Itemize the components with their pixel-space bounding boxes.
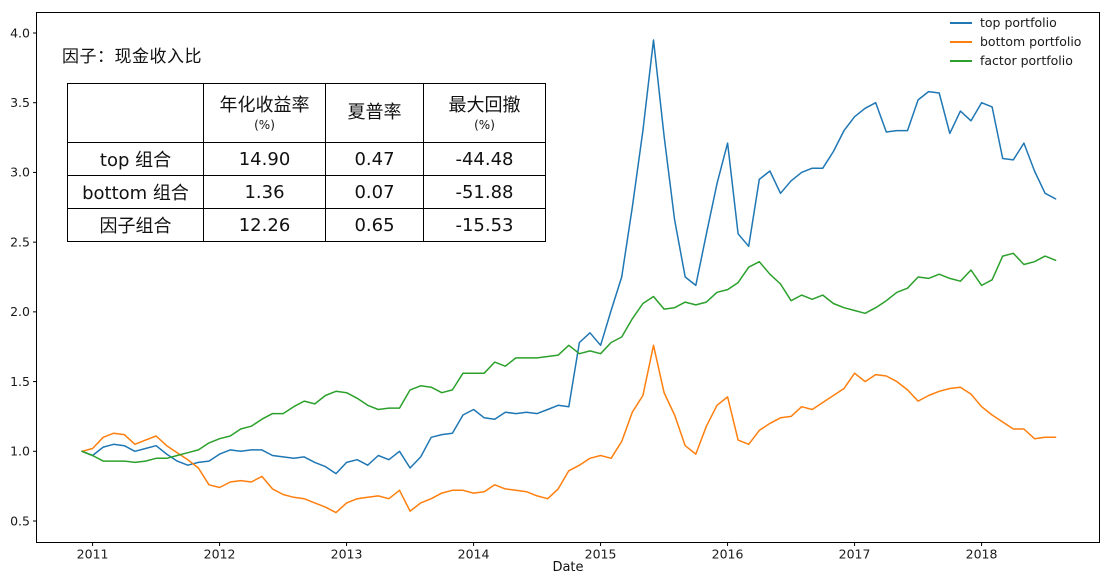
- svg-text:2012: 2012: [204, 547, 236, 562]
- cell-annual-return: 1.36: [203, 175, 326, 209]
- svg-text:2017: 2017: [839, 547, 871, 562]
- legend: top portfolio bottom portfolio factor po…: [950, 13, 1081, 70]
- row-label: bottom 组合: [67, 175, 204, 209]
- row-label: 因子组合: [67, 208, 204, 242]
- svg-text:2014: 2014: [458, 547, 490, 562]
- legend-line-swatch-orange: [950, 40, 972, 43]
- x-axis-label: Date: [552, 560, 584, 575]
- legend-item-bottom-portfolio: bottom portfolio: [950, 32, 1081, 51]
- cell-sharpe: 0.07: [325, 175, 424, 209]
- cell-sharpe: 0.65: [325, 208, 424, 242]
- svg-text:3.0: 3.0: [10, 165, 30, 180]
- cell-max-drawdown: -15.53: [423, 208, 546, 242]
- legend-item-top-portfolio: top portfolio: [950, 13, 1081, 32]
- cell-annual-return: 12.26: [203, 208, 326, 242]
- svg-text:1.0: 1.0: [10, 444, 30, 459]
- cell-max-drawdown: -51.88: [423, 175, 546, 209]
- stats-corner-cell: [67, 83, 204, 143]
- svg-text:2015: 2015: [585, 547, 617, 562]
- legend-line-swatch-green: [950, 59, 972, 62]
- stats-header-max-drawdown: 最大回撤 (%): [423, 83, 546, 143]
- svg-text:0.5: 0.5: [10, 513, 30, 528]
- svg-text:2011: 2011: [77, 547, 109, 562]
- table-row-factor: 因子组合 12.26 0.65 -15.53: [67, 208, 546, 242]
- table-row-bottom: bottom 组合 1.36 0.07 -51.88: [67, 175, 546, 209]
- stats-header-row: 年化收益率 (%) 夏普率 最大回撤 (%): [67, 83, 546, 143]
- stats-header-annual-return: 年化收益率 (%): [203, 83, 326, 143]
- cell-sharpe: 0.47: [325, 142, 424, 176]
- stats-header-sharpe: 夏普率: [325, 83, 424, 143]
- table-row-top: top 组合 14.90 0.47 -44.48: [67, 142, 546, 176]
- cell-max-drawdown: -44.48: [423, 142, 546, 176]
- cell-annual-return: 14.90: [203, 142, 326, 176]
- row-label: top 组合: [67, 142, 204, 176]
- legend-item-factor-portfolio: factor portfolio: [950, 51, 1081, 70]
- svg-text:2013: 2013: [331, 547, 363, 562]
- legend-line-swatch-blue: [950, 21, 972, 24]
- stats-table: 年化收益率 (%) 夏普率 最大回撤 (%) top 组合 14.90 0.47…: [67, 83, 546, 242]
- svg-text:2.0: 2.0: [10, 304, 30, 319]
- svg-text:2016: 2016: [712, 547, 744, 562]
- svg-text:2018: 2018: [966, 547, 998, 562]
- chart-title: 因子：现金收入比: [62, 47, 202, 67]
- svg-text:2.5: 2.5: [10, 234, 30, 249]
- svg-text:3.5: 3.5: [10, 95, 30, 110]
- svg-text:1.5: 1.5: [10, 374, 30, 389]
- svg-text:4.0: 4.0: [10, 25, 30, 40]
